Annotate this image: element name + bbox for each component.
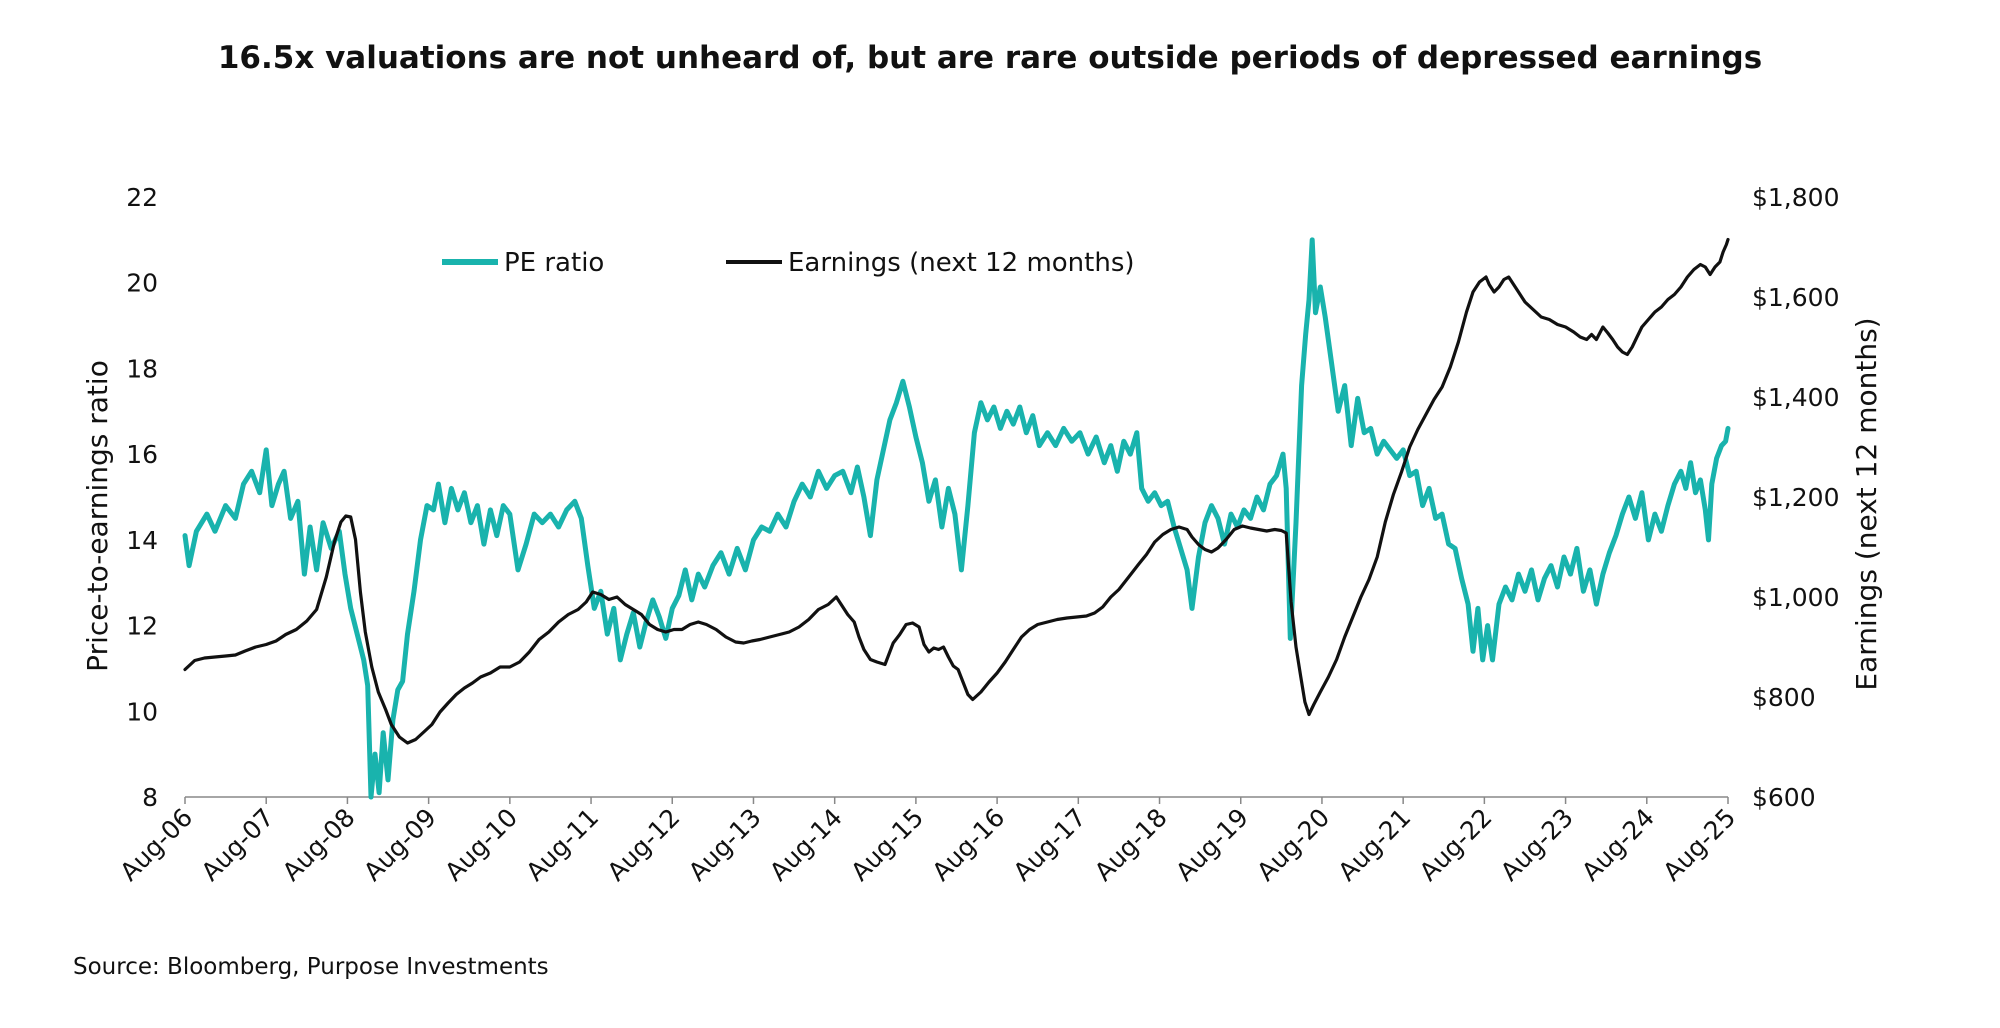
y-left-tick-label: 16 — [126, 440, 158, 469]
y-left-tick-label: 10 — [126, 697, 158, 726]
y-left-tick-label: 22 — [126, 183, 158, 212]
x-tick-label: Aug-16 — [926, 803, 1010, 887]
y-left-tick-label: 20 — [126, 269, 158, 298]
x-tick-label: Aug-19 — [1170, 803, 1254, 887]
x-tick-label: Aug-20 — [1251, 803, 1335, 887]
y-right-tick-label: $1,400 — [1752, 383, 1839, 412]
x-tick-label: Aug-07 — [196, 803, 280, 887]
x-tick-label: Aug-21 — [1332, 803, 1416, 887]
y-right-tick-label: $1,600 — [1752, 283, 1839, 312]
source-note: Source: Bloomberg, Purpose Investments — [73, 954, 549, 980]
x-tick-label: Aug-10 — [439, 803, 523, 887]
legend-label-pe-ratio: PE ratio — [504, 248, 604, 278]
y-left-tick-label: 12 — [126, 612, 158, 641]
y-axis-right-title: Earnings (next 12 months) — [1850, 317, 1883, 690]
x-tick-label: Aug-06 — [114, 803, 198, 887]
y-left-tick-label: 18 — [126, 354, 158, 383]
series-line-earnings — [183, 237, 1730, 745]
x-tick-label: Aug-23 — [1495, 803, 1579, 887]
x-tick-label: Aug-13 — [683, 803, 767, 887]
x-tick-label: Aug-14 — [764, 803, 848, 887]
x-tick-label: Aug-11 — [520, 803, 604, 887]
series-layer — [182, 237, 1731, 800]
chart-legend: PE ratio Earnings (next 12 months) — [442, 248, 1135, 278]
y-right-tick-label: $1,800 — [1752, 183, 1839, 212]
x-tick-label: Aug-22 — [1414, 803, 1498, 887]
x-tick-label: Aug-18 — [1089, 803, 1173, 887]
chart-title: 16.5x valuations are not unheard of, but… — [217, 40, 1763, 76]
x-tick-label: Aug-25 — [1657, 803, 1741, 887]
x-tick-label: Aug-15 — [845, 803, 929, 887]
y-axis-left-title: Price-to-earnings ratio — [81, 360, 114, 672]
y-right-tick-label: $800 — [1752, 683, 1816, 712]
x-tick-label: Aug-09 — [358, 803, 442, 887]
y-right-tick-label: $1,200 — [1752, 483, 1839, 512]
x-tick-label: Aug-24 — [1576, 803, 1660, 887]
x-tick-label: Aug-12 — [602, 803, 686, 887]
legend-label-earnings: Earnings (next 12 months) — [788, 248, 1135, 278]
y-left-tick-label: 14 — [126, 526, 158, 555]
x-tick-label: Aug-08 — [277, 803, 361, 887]
series-line-pe-ratio — [182, 237, 1731, 800]
x-tick-label: Aug-17 — [1008, 803, 1092, 887]
y-left-tick-label: 8 — [142, 783, 158, 812]
y-right-tick-label: $600 — [1752, 783, 1816, 812]
y-right-tick-label: $1,000 — [1752, 583, 1839, 612]
